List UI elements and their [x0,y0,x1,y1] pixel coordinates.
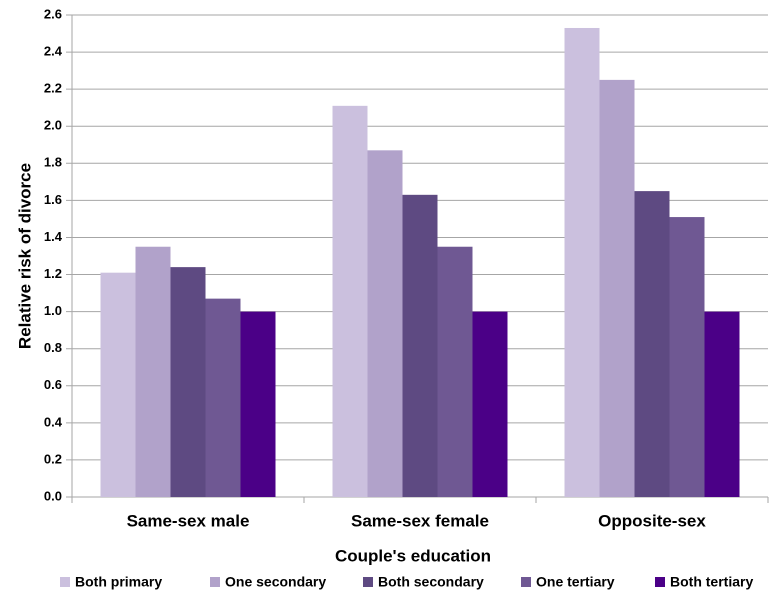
legend-label: One secondary [225,574,326,590]
y-tick-label: 1.2 [44,266,62,281]
legend-swatch [655,577,665,587]
legend-swatch [363,577,373,587]
bar [135,246,171,497]
legend-label: Both primary [75,574,162,590]
y-tick-label: 2.0 [44,118,62,133]
bar [332,105,368,497]
bar [472,311,508,497]
bar [367,150,403,498]
legend-label: One tertiary [536,574,615,590]
x-tick-label: Opposite-sex [598,511,706,530]
legend-label: Both tertiary [670,574,753,590]
x-tick-label: Same-sex male [127,511,250,530]
bar [704,311,740,497]
y-tick-label: 2.2 [44,81,62,96]
x-tick-label: Same-sex female [351,511,489,530]
legend-swatch [210,577,220,587]
bar [599,79,635,497]
bar [205,298,241,497]
bar [402,194,438,498]
legend-label: Both secondary [378,574,484,590]
bar [240,311,276,497]
y-tick-label: 1.4 [44,229,63,244]
y-tick-label: 0.2 [44,451,62,466]
bar [669,217,705,498]
x-axis-title: Couple's education [335,546,491,565]
bar [100,272,136,497]
y-tick-label: 1.0 [44,303,62,318]
y-tick-label: 0.0 [44,488,62,503]
y-tick-label: 0.6 [44,377,62,392]
y-tick-label: 2.4 [44,44,63,59]
y-tick-label: 2.6 [44,6,62,21]
y-tick-label: 0.8 [44,340,62,355]
bar [634,191,670,497]
y-axis-title: Relative risk of divorce [15,163,34,349]
y-tick-label: 0.4 [44,414,63,429]
bar [564,27,600,497]
legend-swatch [521,577,531,587]
y-tick-label: 1.8 [44,155,62,170]
bar [437,246,473,497]
legend-swatch [60,577,70,587]
y-tick-label: 1.6 [44,192,62,207]
bar [170,267,206,497]
